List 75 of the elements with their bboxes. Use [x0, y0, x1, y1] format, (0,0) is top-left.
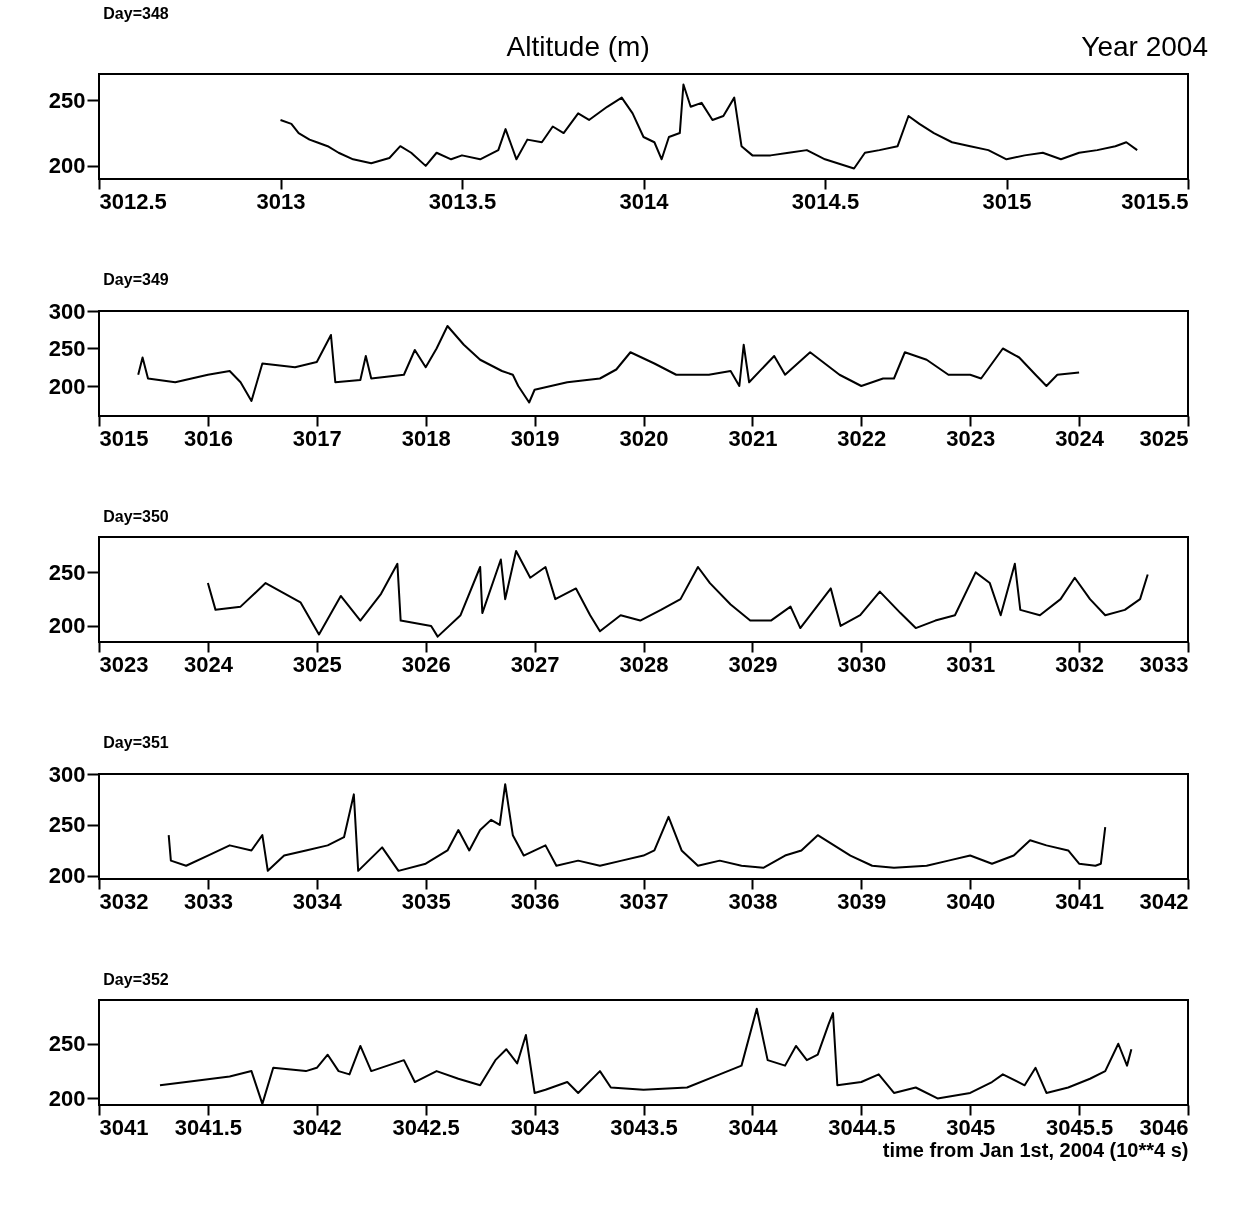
text: Altitude (m): [506, 31, 650, 62]
x-tick-label: 3016: [183, 425, 233, 451]
x-tick-label: 3015.5: [1121, 188, 1189, 214]
x-tick-label: 3035: [401, 888, 451, 914]
x-tick-label: 3025: [1139, 425, 1189, 451]
x-tick-label: 3014.5: [791, 188, 860, 214]
x-tick-label: 3041: [99, 1114, 149, 1140]
x-tick-label: 3026: [401, 651, 451, 677]
x-tick-label: 3013: [256, 188, 306, 214]
chart-title: Day=349: [103, 271, 169, 288]
x-tick-label: 3025: [292, 651, 342, 677]
x-tick-label: 3042: [1139, 888, 1189, 914]
x-tick-label: 3041: [1055, 888, 1105, 914]
chart-title: Day=352: [103, 971, 169, 988]
x-tick-label: 3043: [510, 1114, 560, 1140]
x-tick-label: 3018: [401, 425, 451, 451]
x-tick-label: 3044: [728, 1114, 779, 1140]
y-tick-label: 300: [48, 761, 86, 787]
line-series: [279, 83, 1139, 170]
y-tick-label: 200: [48, 373, 86, 399]
x-tick-label: 3042: [292, 1114, 342, 1140]
x-tick-label: 3014: [619, 188, 670, 214]
y-tick-label: 250: [48, 336, 86, 361]
y-tick-label: 200: [48, 863, 86, 889]
x-tick-label: 3037: [619, 888, 669, 914]
x-tick-label: 3045: [946, 1114, 996, 1140]
y-tick-label: 200: [48, 1085, 86, 1111]
x-tick-label: 3015: [982, 188, 1032, 214]
x-tick-label: 3015: [99, 425, 149, 451]
x-tick-label: 3033: [183, 888, 233, 914]
x-tick-label: 3042.5: [392, 1114, 460, 1140]
x-tick-label: 3033: [1139, 651, 1189, 677]
chart-title: Day=350: [103, 508, 169, 525]
x-tick-label: 3034: [292, 888, 343, 914]
x-tick-label: 3046: [1139, 1114, 1189, 1140]
x-tick-label: 3045.5: [1045, 1114, 1114, 1140]
x-tick-label: 3024: [1055, 425, 1105, 451]
x-tick-label: 3027: [510, 651, 560, 677]
x-tick-label: 3028: [619, 651, 669, 677]
x-tick-label: 3032: [1055, 651, 1105, 677]
y-tick-label: 250: [48, 812, 86, 838]
line-series: [137, 325, 1081, 404]
y-tick-label: 250: [48, 1031, 86, 1057]
x-tick-label: 3032: [99, 888, 149, 914]
y-tick-label: 200: [48, 153, 86, 179]
x-tick-label: 3013.5: [428, 188, 497, 214]
x-tick-label: 3019: [510, 425, 560, 451]
x-tick-label: 3031: [946, 651, 996, 677]
chart-title: Day=348: [103, 5, 169, 22]
line-series: [167, 783, 1107, 872]
y-tick-label: 200: [48, 613, 86, 639]
x-tick-label: 3012.5: [99, 188, 167, 214]
line-series: [206, 549, 1149, 638]
x-tick-label: 3036: [510, 888, 560, 914]
y-tick-label: 250: [48, 87, 86, 113]
x-tick-label: 3021: [728, 425, 778, 451]
y-tick-label: 250: [48, 559, 86, 585]
x-tick-label: 3044.5: [828, 1114, 896, 1140]
x-axis-title: time from Jan 1st, 2004 (10**4 s): [882, 1138, 1189, 1161]
x-tick-label: 3043.5: [610, 1114, 678, 1140]
x-tick-label: 3020: [619, 425, 669, 451]
x-tick-label: 3030: [837, 651, 887, 677]
x-tick-label: 3039: [837, 888, 887, 914]
y-tick-label: 300: [48, 298, 86, 324]
chart-title: Day=351: [103, 734, 169, 751]
x-tick-label: 3029: [728, 651, 778, 677]
x-tick-label: 3040: [946, 888, 996, 914]
x-tick-label: 3022: [837, 425, 887, 451]
x-tick-label: 3023: [99, 651, 149, 677]
x-tick-label: 3023: [946, 425, 996, 451]
x-tick-label: 3024: [183, 651, 234, 677]
x-tick-label: 3038: [728, 888, 778, 914]
text: Year 2004: [1081, 31, 1208, 62]
x-tick-label: 3041.5: [174, 1114, 243, 1140]
x-tick-label: 3017: [292, 425, 342, 451]
